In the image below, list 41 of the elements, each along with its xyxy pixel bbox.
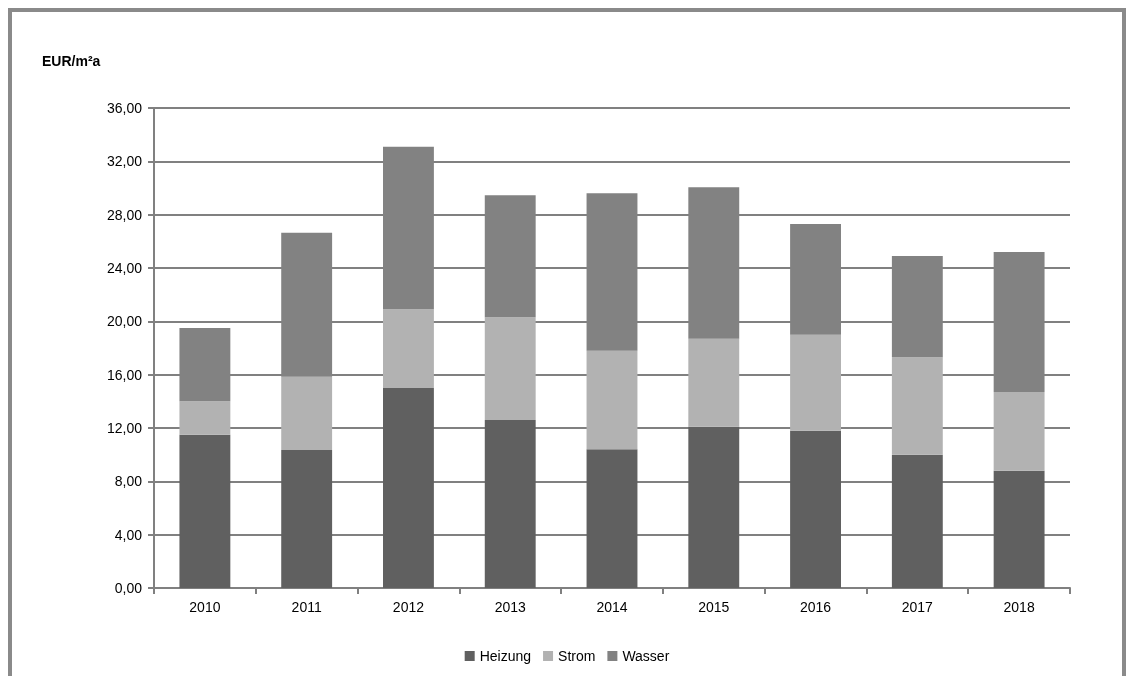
bar bbox=[586, 350, 638, 450]
x-tick-label: 2015 bbox=[698, 599, 730, 615]
x-tick-label: 2017 bbox=[901, 599, 934, 615]
bar bbox=[179, 401, 231, 435]
y-tick-label: 24,00 bbox=[106, 260, 143, 276]
bar bbox=[586, 449, 638, 588]
legend-label: Wasser bbox=[622, 648, 670, 664]
y-tick-label: 32,00 bbox=[106, 153, 143, 170]
x-tick-label: 2012 bbox=[392, 599, 425, 615]
bar bbox=[484, 420, 536, 588]
y-tick-label: 12,00 bbox=[106, 420, 143, 436]
y-tick-label: 20,00 bbox=[106, 313, 143, 330]
bar bbox=[484, 317, 536, 420]
bar bbox=[790, 430, 841, 588]
y-axis-title: EUR/m²a bbox=[42, 53, 101, 69]
y-tick-label: 28,00 bbox=[106, 206, 143, 223]
bar bbox=[891, 454, 943, 588]
x-tick-label: 2013 bbox=[494, 599, 526, 615]
y-tick-label: 16,00 bbox=[106, 366, 143, 383]
y-tick-label: 36,00 bbox=[106, 100, 143, 116]
bar bbox=[281, 376, 333, 450]
bar bbox=[179, 434, 231, 588]
bar bbox=[891, 357, 943, 455]
bar bbox=[383, 388, 434, 588]
bar bbox=[383, 309, 434, 388]
x-tick-label: 2010 bbox=[189, 599, 221, 615]
bar bbox=[688, 426, 740, 588]
legend-label: Strom bbox=[558, 648, 596, 664]
bar bbox=[993, 470, 1045, 588]
y-tick-label: 8,00 bbox=[114, 473, 143, 490]
y-tick-label: 4,00 bbox=[114, 526, 143, 543]
bar bbox=[790, 334, 841, 431]
x-tick-label: 2014 bbox=[596, 599, 628, 615]
x-tick-label: 2018 bbox=[1003, 599, 1035, 615]
bar bbox=[993, 392, 1045, 471]
bar bbox=[688, 338, 740, 427]
x-tick-label: 2011 bbox=[291, 599, 322, 615]
x-tick-label: 2016 bbox=[799, 599, 832, 615]
legend-label: Heizung bbox=[479, 648, 532, 664]
bar bbox=[281, 450, 333, 588]
y-tick-label: 0,00 bbox=[114, 580, 143, 596]
